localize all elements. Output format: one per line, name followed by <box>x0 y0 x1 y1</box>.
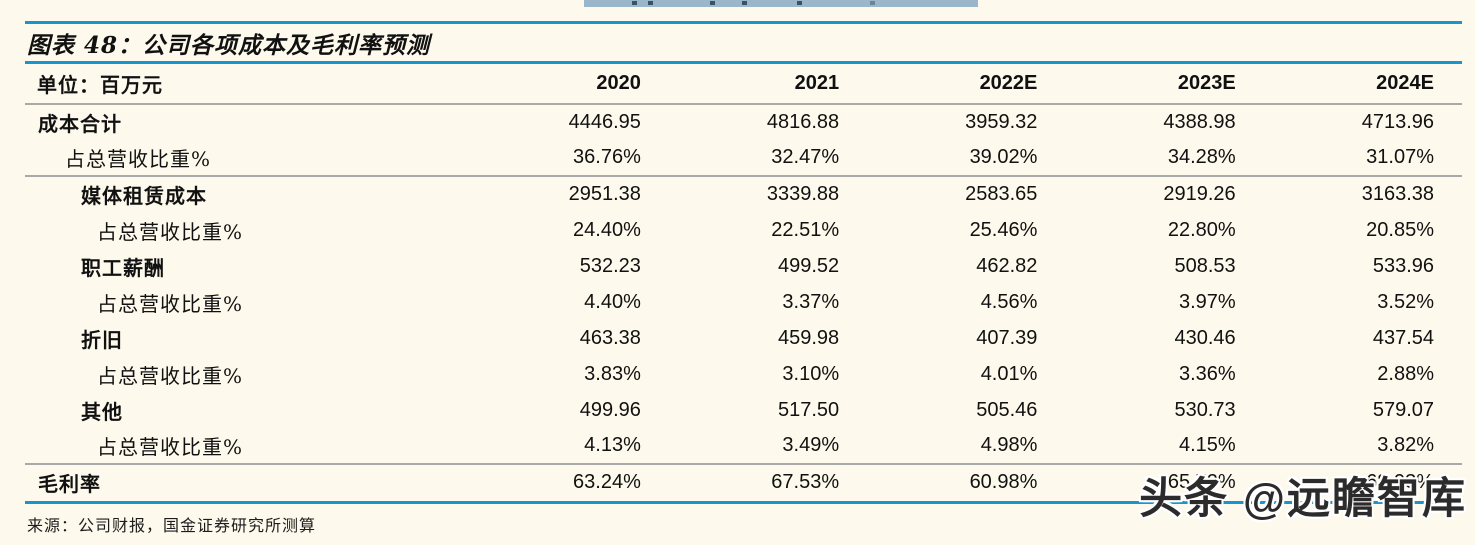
cell-value: 2919.26 <box>1163 183 1236 205</box>
figure-block: 图表 48：公司各项成本及毛利率预测 单位：百万元 2020 2021 2022… <box>25 21 1462 536</box>
cell-value: 508.53 <box>1174 254 1236 277</box>
cell-value: 4.15% <box>1178 434 1236 456</box>
cell-value: 63.24% <box>573 471 641 494</box>
cropped-text-remnant <box>648 1 653 5</box>
cell-value: 4.01% <box>980 362 1038 385</box>
table-row: 折旧 463.38 459.98 407.39 430.46 437.54 <box>25 320 1462 356</box>
cell-value: 4713.96 <box>1361 111 1434 133</box>
cell-value: 3.83% <box>584 362 641 385</box>
cell-value: 3.36% <box>1178 362 1236 385</box>
source-note: 来源：公司财报，国金证券研究所测算 <box>27 515 317 535</box>
cell-value: 4446.95 <box>568 111 641 133</box>
cell-value: 36.76% <box>573 146 641 168</box>
unit-header: 单位：百万元 <box>37 73 163 97</box>
cell-value: 39.02% <box>969 146 1038 168</box>
cropped-text-remnant <box>742 1 747 5</box>
cell-value: 407.39 <box>976 326 1038 349</box>
cropped-text-remnant <box>870 1 875 5</box>
row-label: 折旧 <box>81 327 123 352</box>
table-row: 占总营收比重% 36.76% 32.47% 39.02% 34.28% 31.0… <box>25 140 1462 176</box>
column-header-2020: 2020 <box>596 72 641 94</box>
cell-value: 463.38 <box>579 326 641 349</box>
row-label: 媒体租赁成本 <box>81 184 207 208</box>
watermark-text: 头条 @远瞻智库 <box>1139 475 1467 523</box>
cell-value: 2951.38 <box>568 183 641 205</box>
row-label: 占总营收比重% <box>97 435 244 459</box>
cell-value: 31.07% <box>1366 146 1434 168</box>
table-row: 占总营收比重% 4.40% 3.37% 4.56% 3.97% 3.52% <box>25 284 1462 320</box>
cell-value: 499.96 <box>579 398 641 421</box>
cell-value: 505.46 <box>976 398 1038 421</box>
table-header-row: 单位：百万元 2020 2021 2022E 2023E 2024E <box>25 64 1462 104</box>
cell-value: 3.10% <box>782 362 840 385</box>
cell-value: 462.82 <box>976 254 1038 277</box>
cell-value: 3339.88 <box>766 183 840 205</box>
table-row: 职工薪酬 532.23 499.52 462.82 508.53 533.96 <box>25 248 1462 284</box>
cell-value: 533.96 <box>1372 254 1434 277</box>
cell-value: 532.23 <box>579 254 641 277</box>
row-label: 其他 <box>81 399 123 424</box>
cost-forecast-table: 单位：百万元 2020 2021 2022E 2023E 2024E 成本合计 … <box>25 64 1462 504</box>
cell-value: 34.28% <box>1167 146 1236 168</box>
cell-value: 430.46 <box>1174 326 1236 349</box>
cell-value: 68.93% <box>1366 471 1434 494</box>
cell-value: 25.46% <box>969 218 1038 241</box>
column-header-2022e: 2022E <box>979 72 1038 94</box>
cell-value: 2.88% <box>1377 362 1434 385</box>
cell-value: 579.07 <box>1372 398 1434 421</box>
table-row: 成本合计 4446.95 4816.88 3959.32 4388.98 471… <box>25 104 1462 140</box>
cell-value: 60.98% <box>969 471 1038 494</box>
row-label: 占总营收比重% <box>97 363 244 388</box>
cropped-text-remnant <box>632 1 637 5</box>
column-header-2024e: 2024E <box>1376 72 1434 94</box>
cell-value: 499.52 <box>777 254 840 277</box>
column-header-2023e: 2023E <box>1177 72 1236 94</box>
cell-value: 20.85% <box>1366 218 1434 241</box>
table-row: 占总营收比重% 3.83% 3.10% 4.01% 3.36% 2.88% <box>25 356 1462 392</box>
cell-value: 3163.38 <box>1361 183 1434 205</box>
row-label: 成本合计 <box>38 112 122 136</box>
cell-value: 3.37% <box>782 290 840 313</box>
cell-value: 22.51% <box>771 218 840 241</box>
cell-value: 3.97% <box>1178 290 1236 313</box>
cell-value: 4.56% <box>980 290 1038 313</box>
row-label: 毛利率 <box>38 472 101 497</box>
cropped-text-remnant <box>710 1 715 5</box>
cell-value: 4.40% <box>584 290 641 313</box>
cropped-header-remnant-bar <box>584 0 978 7</box>
cell-value: 437.54 <box>1372 326 1434 349</box>
cell-value: 24.40% <box>573 218 641 241</box>
row-label: 占总营收比重% <box>65 147 212 171</box>
cell-value: 65.72% <box>1167 471 1236 494</box>
table-row: 占总营收比重% 24.40% 22.51% 25.46% 22.80% 20.8… <box>25 212 1462 248</box>
cell-value: 3.52% <box>1377 290 1434 313</box>
column-header-2021: 2021 <box>794 72 840 94</box>
table-row: 占总营收比重% 4.13% 3.49% 4.98% 4.15% 3.82% <box>25 428 1462 464</box>
cropped-text-remnant <box>797 1 802 5</box>
figure-title: 图表 48：公司各项成本及毛利率预测 <box>25 21 1462 64</box>
table-row: 其他 499.96 517.50 505.46 530.73 579.07 <box>25 392 1462 428</box>
cell-value: 3.49% <box>782 434 840 456</box>
table-row: 媒体租赁成本 2951.38 3339.88 2583.65 2919.26 3… <box>25 176 1462 212</box>
cell-value: 67.53% <box>771 471 840 494</box>
cell-value: 4816.88 <box>766 111 840 133</box>
cell-value: 459.98 <box>777 326 840 349</box>
table-row-gross-margin: 毛利率 63.24% 67.53% 60.98% 65.72% 68.93% <box>25 464 1462 502</box>
cell-value: 517.50 <box>777 398 840 421</box>
cell-value: 2583.65 <box>965 183 1038 205</box>
cell-value: 4.98% <box>980 434 1038 456</box>
cell-value: 3.82% <box>1377 434 1434 456</box>
cell-value: 22.80% <box>1167 218 1236 241</box>
cell-value: 3959.32 <box>965 111 1038 133</box>
cell-value: 4.13% <box>584 434 641 456</box>
row-label: 职工薪酬 <box>81 255 165 280</box>
cell-value: 32.47% <box>771 146 840 168</box>
row-label: 占总营收比重% <box>97 219 244 244</box>
cell-value: 530.73 <box>1174 398 1236 421</box>
cell-value: 4388.98 <box>1163 111 1236 133</box>
row-label: 占总营收比重% <box>97 291 244 316</box>
